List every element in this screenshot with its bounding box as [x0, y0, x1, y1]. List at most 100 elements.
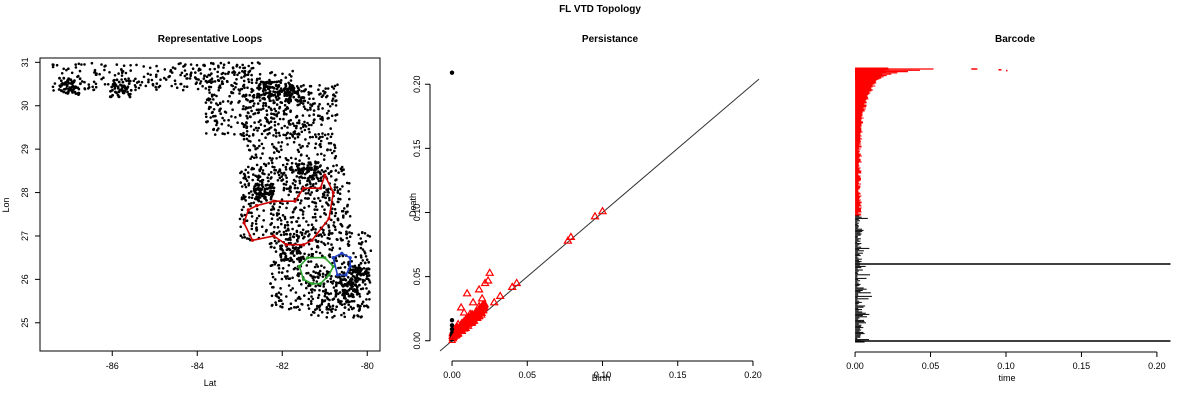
vtd-point: [316, 296, 320, 300]
vtd-point: [252, 128, 256, 132]
vtd-point: [253, 188, 257, 191]
vtd-point: [137, 80, 141, 83]
vtd-point: [226, 72, 230, 75]
vtd-point: [246, 86, 249, 89]
vtd-point: [334, 228, 337, 231]
vtd-point: [307, 307, 311, 310]
vtd-point: [271, 161, 274, 165]
vtd-point: [316, 161, 320, 165]
vtd-point: [279, 233, 283, 237]
vtd-point: [350, 299, 354, 303]
vtd-point: [317, 107, 320, 111]
x-tick-label: -86: [106, 361, 119, 371]
vtd-point: [314, 219, 318, 222]
vtd-point: [198, 82, 202, 85]
vtd-point: [78, 69, 82, 73]
vtd-point: [306, 304, 310, 307]
vtd-point: [238, 113, 242, 117]
vtd-point: [242, 137, 246, 141]
vtd-point: [327, 225, 331, 229]
vtd-point: [239, 234, 243, 237]
vtd-point: [326, 280, 330, 283]
vtd-point: [70, 82, 74, 85]
vtd-point: [354, 255, 358, 259]
vtd-point: [329, 148, 332, 152]
persistence-triangle: [453, 319, 463, 328]
vtd-point: [280, 271, 284, 274]
y-tick-label: 0.10: [412, 204, 422, 222]
vtd-point: [307, 253, 311, 257]
vtd-point: [278, 134, 282, 137]
vtd-point: [129, 88, 133, 92]
vtd-point: [330, 212, 334, 215]
vtd-point: [256, 111, 260, 115]
vtd-point: [110, 85, 114, 89]
vtd-point: [260, 225, 264, 228]
vtd-point: [284, 91, 288, 95]
vtd-point: [291, 227, 294, 231]
vtd-point: [253, 197, 257, 201]
vtd-point: [320, 115, 324, 119]
vtd-point: [127, 77, 130, 80]
vtd-point: [220, 122, 224, 126]
vtd-point: [277, 170, 281, 173]
vtd-point: [52, 63, 55, 67]
vtd-point: [309, 182, 312, 186]
vtd-point: [301, 213, 305, 216]
vtd-point: [320, 310, 324, 314]
vtd-point: [282, 186, 286, 190]
vtd-point: [339, 237, 343, 240]
vtd-point: [302, 162, 306, 166]
vtd-point: [264, 136, 267, 139]
vtd-point: [304, 138, 307, 141]
vtd-point: [185, 73, 189, 76]
vtd-point: [325, 95, 328, 99]
vtd-point: [134, 88, 137, 92]
vtd-point: [223, 119, 226, 122]
vtd-point: [108, 71, 111, 74]
vtd-point: [361, 248, 365, 251]
vtd-point: [318, 84, 321, 87]
vtd-point: [283, 103, 287, 107]
vtd-point: [111, 93, 114, 97]
vtd-point: [368, 298, 371, 301]
vtd-point: [258, 139, 261, 142]
vtd-point: [272, 189, 276, 193]
vtd-point: [351, 295, 354, 298]
vtd-point: [292, 210, 295, 214]
x-tick-label: -84: [191, 361, 204, 371]
persistence-dot: [449, 70, 455, 75]
vtd-point: [306, 108, 309, 112]
vtd-point: [226, 80, 229, 83]
vtd-point: [331, 99, 334, 102]
vtd-point: [296, 249, 299, 252]
vtd-point: [229, 125, 233, 129]
vtd-point: [83, 63, 86, 66]
vtd-point: [264, 116, 267, 120]
vtd-point: [264, 89, 267, 92]
loop-vertex: [272, 234, 276, 238]
vtd-point: [274, 95, 278, 99]
vtd-point: [292, 260, 295, 264]
loop-0: [243, 173, 335, 246]
persistence-triangle: [468, 297, 478, 306]
vtd-point: [239, 181, 242, 184]
vtd-point: [289, 185, 292, 188]
vtd-point: [202, 63, 206, 67]
vtd-point: [276, 94, 280, 98]
vtd-point: [268, 192, 272, 196]
vtd-point: [278, 117, 282, 121]
vtd-point: [288, 136, 291, 140]
vtd-point: [328, 229, 331, 232]
vtd-point: [255, 163, 259, 167]
vtd-point: [326, 166, 329, 170]
vtd-point: [284, 76, 288, 79]
vtd-point: [256, 61, 260, 64]
vtd-point: [140, 80, 144, 84]
vtd-point: [299, 201, 302, 205]
vtd-point: [282, 258, 286, 261]
vtd-point: [129, 64, 132, 67]
loop-vertex: [331, 264, 335, 268]
vtd-point: [154, 85, 157, 89]
vtd-point: [245, 114, 248, 118]
